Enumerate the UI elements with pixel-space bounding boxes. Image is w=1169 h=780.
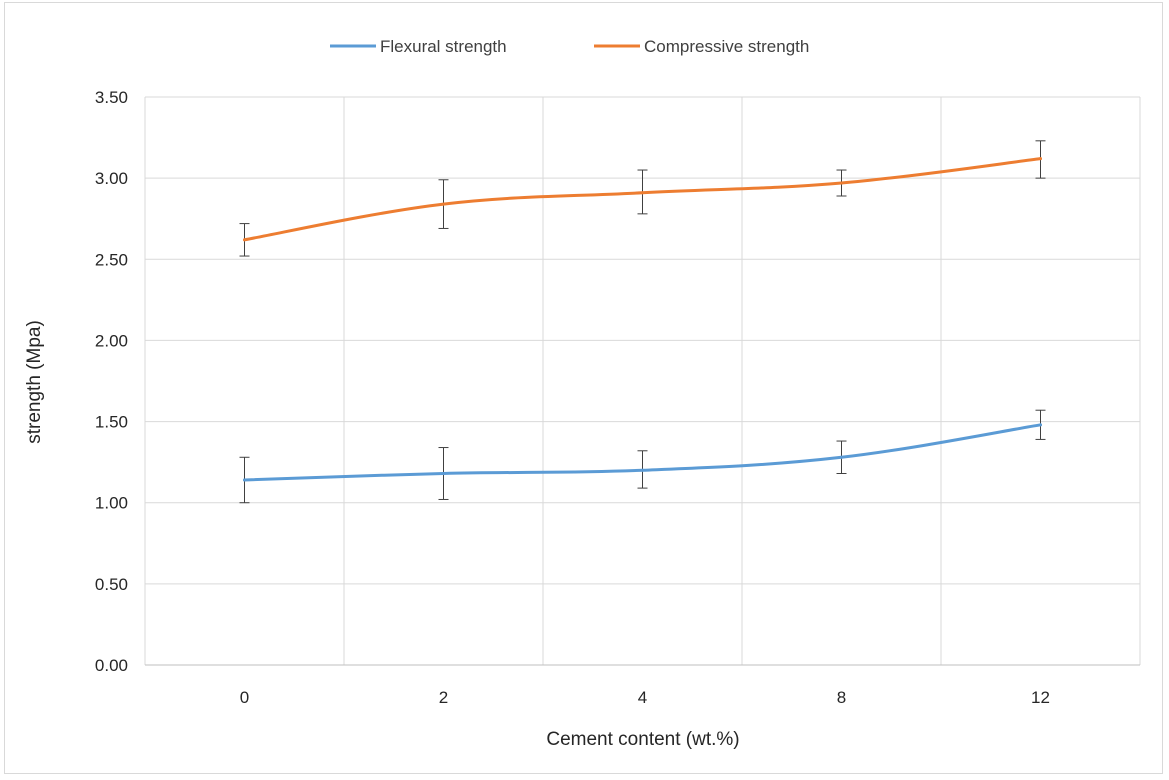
chart-frame (4, 2, 1163, 774)
x-tick-label: 0 (240, 688, 249, 707)
legend-item: Flexural strength (330, 37, 507, 56)
legend-item: Compressive strength (594, 37, 809, 56)
series-lines (243, 157, 1042, 482)
gridlines (144, 96, 1141, 665)
x-tick-label: 2 (439, 688, 448, 707)
data-point (1039, 157, 1042, 161)
y-tick-label: 1.50 (95, 413, 128, 432)
y-tick-label: 2.00 (95, 331, 128, 350)
y-tick-label: 1.00 (95, 494, 128, 513)
y-tick-label: 3.00 (95, 169, 128, 188)
data-point (442, 202, 445, 206)
x-tick-label: 4 (638, 688, 647, 707)
error-bars (239, 140, 1046, 504)
legend-label: Compressive strength (644, 37, 809, 56)
y-tick-label: 0.50 (95, 575, 128, 594)
y-tick-label: 0.00 (95, 656, 128, 675)
data-point (840, 181, 843, 185)
x-tick-label: 8 (837, 688, 846, 707)
data-point (641, 468, 644, 472)
data-point (1039, 423, 1042, 427)
data-point (243, 478, 246, 482)
legend-label: Flexural strength (380, 37, 507, 56)
data-point (641, 191, 644, 195)
axes: 0.00 0.50 1.00 1.50 2.00 2.50 3.00 3.50 0 2 4 8 12 (95, 88, 1140, 707)
y-axis-title: strength (Mpa) (24, 320, 45, 444)
y-tick-label: 3.50 (95, 88, 128, 107)
y-tick-label: 2.50 (95, 250, 128, 269)
data-point (840, 455, 843, 459)
x-tick-label: 12 (1031, 688, 1050, 707)
x-axis-title: Cement content (wt.%) (546, 729, 739, 750)
data-point (442, 472, 445, 476)
data-point (243, 238, 246, 242)
legend: Flexural strength Compressive strength (330, 37, 809, 56)
